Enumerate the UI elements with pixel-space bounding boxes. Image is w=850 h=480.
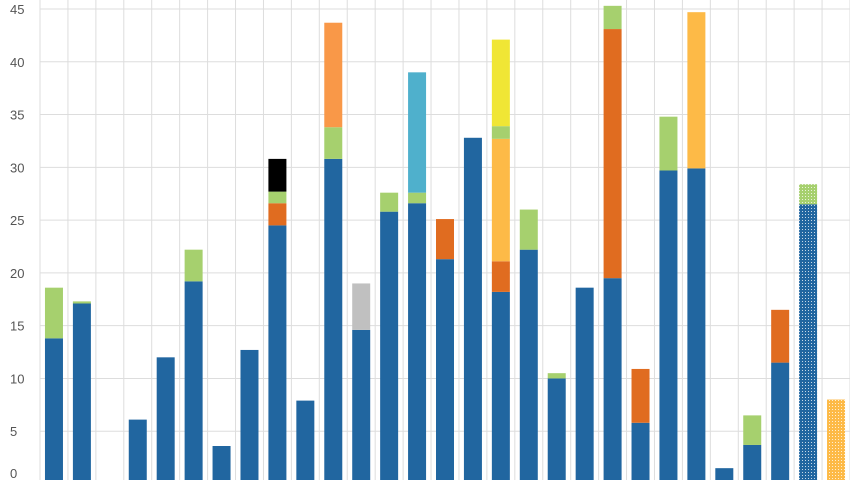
bar-group [575, 287, 594, 480]
grid [39, 0, 850, 480]
bar-group [268, 158, 287, 480]
bar-segment [408, 72, 427, 193]
bar-segment [44, 338, 63, 480]
y-tick-label: 0 [10, 466, 17, 480]
y-tick-label: 45 [10, 2, 24, 17]
bar-segment [687, 168, 706, 480]
bar-group [659, 116, 678, 480]
y-tick-label: 40 [10, 55, 24, 70]
bar-segment [659, 116, 678, 171]
bar-segment [184, 281, 203, 480]
bar-segment [268, 203, 287, 226]
bar-segment [799, 184, 818, 205]
bar-segment [771, 309, 790, 363]
bar-group [547, 373, 566, 480]
bar-segment [547, 378, 566, 480]
bar-group [44, 287, 63, 480]
bar-group [212, 446, 231, 480]
bar-segment [408, 192, 427, 204]
bar-group [324, 22, 343, 480]
bars [44, 5, 846, 480]
y-tick-label: 35 [10, 108, 24, 123]
bar-segment [743, 415, 762, 445]
bar-group [715, 468, 734, 480]
bar-group [743, 415, 762, 480]
bar-segment [547, 373, 566, 379]
bar-group [156, 357, 175, 480]
bar-segment [380, 211, 399, 480]
bar-segment [603, 278, 622, 480]
bar-segment [212, 446, 231, 480]
bar-segment [519, 249, 538, 480]
bar-segment [156, 357, 175, 480]
bar-segment [240, 349, 259, 480]
bar-group [352, 283, 371, 480]
bar-group [436, 219, 454, 480]
bar-segment [519, 209, 538, 250]
bar-group [603, 5, 622, 480]
y-tick-label: 5 [10, 424, 17, 439]
bar-segment [463, 137, 482, 480]
bar-segment [631, 368, 650, 423]
bar-segment [659, 170, 678, 480]
bar-segment [491, 291, 510, 480]
bar-segment [631, 422, 650, 480]
bar-segment [324, 22, 343, 128]
bar-segment [44, 287, 63, 339]
bar-segment [184, 249, 203, 282]
bar-segment [296, 400, 315, 480]
bar-segment [324, 158, 343, 480]
bar-segment [72, 301, 91, 304]
bar-segment [743, 444, 762, 480]
bar-group [380, 192, 399, 480]
bar-group [491, 39, 510, 480]
bar-group [771, 309, 790, 480]
bar-segment [128, 419, 147, 480]
bar-group [72, 301, 91, 480]
y-tick-label: 20 [10, 266, 24, 281]
y-axis-ticks: 0 5 10 15 20 25 30 35 40 45 [10, 2, 24, 480]
bar-segment [436, 219, 454, 260]
bar-segment [603, 29, 622, 279]
bar-segment [827, 399, 846, 480]
y-tick-label: 15 [10, 319, 24, 334]
bar-segment [687, 12, 706, 169]
bar-segment [268, 225, 287, 480]
bar-segment [575, 287, 594, 480]
bar-segment [799, 204, 818, 480]
bar-group [799, 184, 818, 480]
bar-segment [715, 468, 734, 480]
bar-group [408, 72, 427, 480]
bar-segment [771, 362, 790, 480]
bar-segment [352, 329, 371, 480]
bar-segment [268, 191, 287, 204]
bar-segment [324, 127, 343, 159]
bar-segment [491, 261, 510, 292]
bar-segment [352, 283, 371, 330]
y-tick-label: 25 [10, 213, 24, 228]
bar-segment [380, 192, 399, 212]
bar-segment [603, 5, 622, 30]
bar-segment [268, 158, 287, 192]
bar-segment [491, 138, 510, 262]
bar-segment [491, 126, 510, 139]
y-tick-label: 10 [10, 371, 24, 386]
bar-group [240, 349, 259, 480]
bar-segment [72, 303, 91, 480]
bar-group [296, 400, 315, 480]
bar-segment [491, 39, 510, 127]
bar-segment [408, 203, 427, 480]
bar-group [463, 137, 482, 480]
bar-group [687, 12, 706, 480]
bar-group [519, 209, 538, 480]
bar-group [184, 249, 203, 480]
y-tick-label: 30 [10, 160, 24, 175]
bar-group [128, 419, 147, 480]
bar-segment [436, 259, 454, 480]
bar-group [827, 399, 846, 480]
bar-group [631, 368, 650, 480]
